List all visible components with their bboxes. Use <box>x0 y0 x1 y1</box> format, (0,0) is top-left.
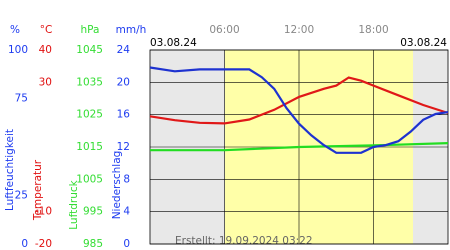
y-tick-label: 75 <box>15 93 28 105</box>
x-tick-label: 12:00 <box>284 24 314 36</box>
y-tick-label: 12 <box>117 141 130 153</box>
series-line <box>149 66 449 154</box>
axis-unit: % <box>10 24 20 36</box>
axis-title: Niederschlag <box>111 151 123 220</box>
y-tick-label: 40 <box>39 44 52 56</box>
plot-border <box>149 49 449 245</box>
footer: Erstellt: 19.09.2024 03:22 <box>175 235 313 247</box>
y-tick-label: 24 <box>117 44 131 56</box>
axis-unit: mm/h <box>116 24 147 36</box>
date-right: 03.08.24 <box>400 37 447 49</box>
y-tick-label: 995 <box>83 206 103 218</box>
axis-title: Luftfeuchtigkeit <box>4 129 16 211</box>
axis-unit: hPa <box>81 24 100 36</box>
y-tick-label: -10 <box>35 206 52 218</box>
y-tick-label: 16 <box>117 109 131 121</box>
y-tick-label: 4 <box>123 206 130 218</box>
axis-unit: °C <box>40 24 53 36</box>
y-tick-label: 1025 <box>76 109 103 121</box>
y-tick-label: 0 <box>123 238 130 250</box>
series-line <box>150 142 449 152</box>
y-tick-label: 1015 <box>76 141 103 153</box>
y-tick-label: 100 <box>8 44 28 56</box>
date-left: 03.08.24 <box>150 37 197 49</box>
y-tick-label: 8 <box>123 173 130 185</box>
axis-title: Temperatur <box>32 159 44 221</box>
y-tick-label: -20 <box>35 238 52 250</box>
y-tick-label: 1045 <box>76 44 103 56</box>
axis-title: Luftdruck <box>68 179 80 229</box>
y-tick-label: 20 <box>117 76 130 88</box>
y-tick-label: 1005 <box>76 173 103 185</box>
y-tick-label: 30 <box>39 76 52 88</box>
series-line <box>149 76 449 125</box>
y-tick-label: 985 <box>83 238 103 250</box>
y-tick-label: 1035 <box>76 76 103 88</box>
x-tick-label: 06:00 <box>209 24 239 36</box>
y-tick-label: 25 <box>15 190 28 202</box>
y-tick-label: 0 <box>21 238 28 250</box>
x-tick-label: 18:00 <box>358 24 388 36</box>
